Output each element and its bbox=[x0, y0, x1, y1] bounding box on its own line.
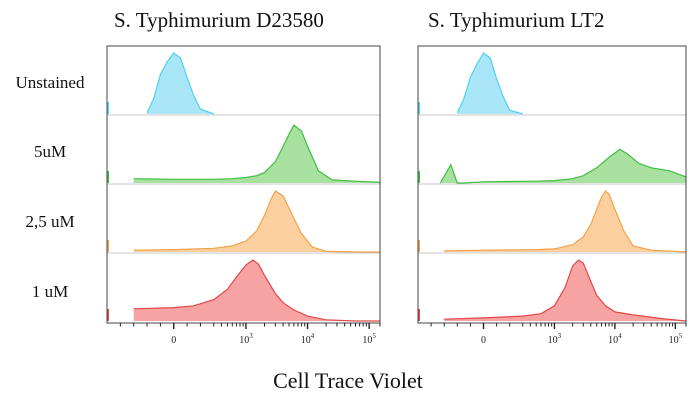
panel-title-lt2: S. Typhimurium LT2 bbox=[428, 8, 605, 32]
histogram-fill-2-5-um bbox=[444, 191, 686, 252]
panel-title-d23580: S. Typhimurium D23580 bbox=[114, 8, 324, 32]
x-tick-label: 103 bbox=[239, 332, 253, 346]
row-label-2-5um: 2,5 uM bbox=[25, 212, 75, 231]
row-label-unstained: Unstained bbox=[15, 73, 85, 92]
histogram-fill-5um bbox=[133, 125, 380, 183]
histogram-line-1-um bbox=[444, 259, 687, 322]
x-tick-label: 104 bbox=[608, 332, 622, 346]
histogram-fill-5um bbox=[440, 149, 686, 183]
histogram-line-2-5-um bbox=[444, 190, 687, 253]
x-axis-label: Cell Trace Violet bbox=[273, 368, 423, 393]
x-tick-label: 104 bbox=[301, 332, 315, 346]
histogram-line-1-um bbox=[133, 259, 380, 322]
x-tick-label: 0 bbox=[481, 335, 486, 346]
x-tick-label: 0 bbox=[171, 335, 176, 346]
histogram-line-5um bbox=[439, 148, 687, 184]
histogram-fill-unstained bbox=[147, 53, 214, 114]
histogram-line-5um bbox=[133, 124, 381, 183]
histogram-fill-2-5-um bbox=[133, 191, 380, 252]
row-label-5um: 5uM bbox=[33, 142, 67, 161]
histogram-line-2-5-um bbox=[133, 190, 380, 253]
histogram-line-unstained bbox=[146, 52, 215, 115]
x-tick-label: 105 bbox=[362, 332, 376, 346]
x-tick-label: 105 bbox=[669, 332, 683, 346]
histogram-fill-unstained bbox=[457, 53, 523, 114]
row-label-1um: 1 uM bbox=[31, 282, 69, 301]
histogram-line-unstained bbox=[456, 52, 523, 115]
histogram-fill-1-um bbox=[133, 260, 380, 321]
x-tick-label: 103 bbox=[548, 332, 562, 346]
histogram-fill-1-um bbox=[444, 260, 686, 321]
